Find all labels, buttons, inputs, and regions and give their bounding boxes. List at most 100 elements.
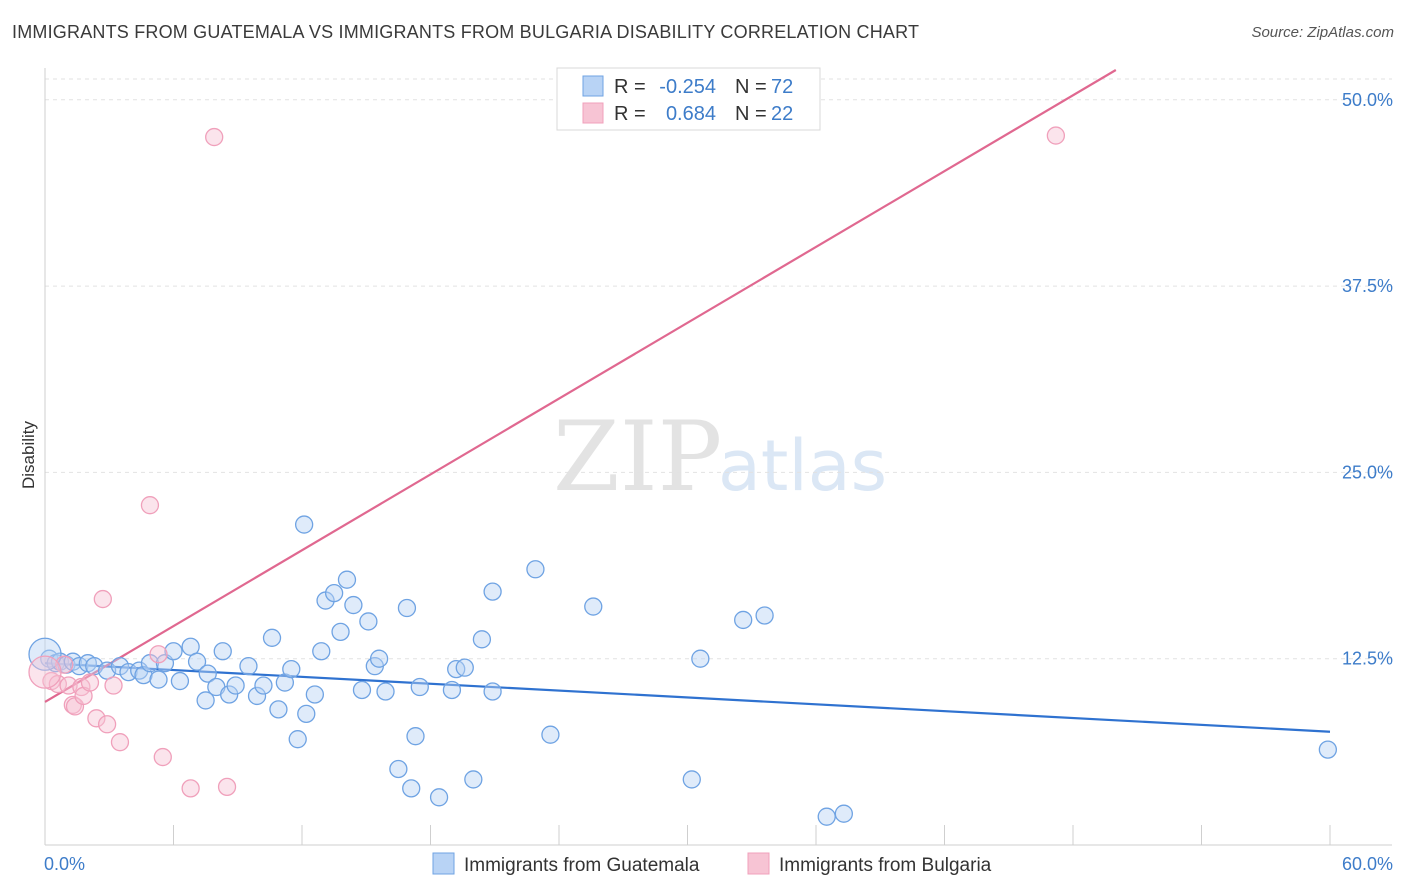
guatemala-point (288, 730, 307, 749)
bulgaria-point (149, 645, 168, 664)
tick-labels: 12.5% 25.0% 37.5% 50.0% 0.0% 60.0% (44, 90, 1393, 874)
legend-n-label: N = (735, 103, 767, 125)
guatemala-point (331, 622, 350, 642)
bulgaria-point (80, 673, 100, 692)
y-tick-label: 50.0% (1342, 90, 1393, 110)
guatemala-point (682, 770, 701, 789)
legend-n-value: 22 (771, 103, 793, 125)
legend-r-label: R = (614, 76, 646, 98)
guatemala-trendline (44, 662, 1331, 733)
guatemala-point (305, 685, 325, 704)
data-points (28, 126, 1338, 826)
guatemala-point (196, 691, 215, 710)
bulgaria-point (97, 715, 117, 734)
guatemala-point (369, 649, 389, 668)
guatemala-point (406, 727, 425, 746)
guatemala-point (239, 657, 258, 676)
guatemala-point (464, 770, 483, 789)
guatemala-point (262, 628, 282, 647)
guatemala-point (247, 686, 267, 706)
guatemala-point (337, 570, 357, 589)
bottom-legend-label-bulgaria: Immigrants from Bulgaria (779, 855, 992, 876)
guatemala-point (198, 664, 217, 683)
guatemala-point (483, 682, 502, 701)
guatemala-point (359, 612, 378, 631)
correlation-legend: R = -0.254 N = 72 R = 0.684 N = 22 (556, 67, 821, 131)
legend-r-value: -0.254 (659, 76, 716, 98)
legend-r-label: R = (614, 103, 646, 125)
guatemala-point (402, 779, 421, 798)
guatemala-point (397, 598, 417, 618)
axes (44, 68, 1392, 846)
guatemala-point (294, 515, 314, 534)
guatemala-point (429, 788, 449, 807)
legend-r-value: 0.684 (666, 103, 716, 125)
chart-title: IMMIGRANTS FROM GUATEMALA VS IMMIGRANTS … (12, 22, 920, 42)
bottom-legend-label-guatemala: Immigrants from Guatemala (464, 855, 700, 876)
guatemala-point (220, 685, 239, 704)
guatemala-point (1318, 740, 1338, 759)
guatemala-point (312, 642, 331, 661)
guatemala-point (324, 583, 344, 603)
bulgaria-point (217, 777, 237, 797)
guatemala-point (149, 670, 168, 689)
bottom-legend-swatch-guatemala (432, 852, 455, 875)
bulgaria-point (55, 655, 74, 674)
trendlines (44, 69, 1331, 733)
guatemala-point (269, 700, 288, 719)
guatemala-point (691, 649, 710, 668)
guatemala-point (170, 671, 190, 691)
guatemala-point (297, 704, 316, 723)
guatemala-point (376, 682, 395, 701)
bulgaria-point (153, 747, 172, 767)
guatemala-point (352, 680, 372, 700)
guatemala-point (410, 677, 429, 697)
bulgaria-point (140, 496, 160, 515)
guatemala-point (584, 597, 603, 616)
guatemala-point (254, 676, 273, 695)
watermark-zip: ZIP (553, 401, 722, 513)
legend-n-value: 72 (771, 76, 793, 98)
bottom-legend-swatch-bulgaria (747, 852, 770, 875)
guatemala-point (834, 804, 853, 823)
gridlines (45, 78, 1392, 660)
guatemala-point (213, 642, 232, 661)
series-legend: Immigrants from Guatemala Immigrants fro… (432, 852, 992, 876)
guatemala-point (734, 610, 753, 630)
bulgaria-point (1046, 126, 1066, 145)
bulgaria-trendline (44, 69, 1117, 703)
guatemala-point (526, 560, 545, 579)
bulgaria-point (110, 733, 130, 752)
guatemala-point (344, 595, 363, 615)
legend-swatch-guatemala (582, 75, 604, 97)
guatemala-point (455, 658, 474, 677)
guatemala-point (389, 759, 408, 779)
x-tick-label: 0.0% (44, 854, 85, 874)
bulgaria-point (104, 676, 123, 695)
watermark-atlas: atlas (718, 425, 887, 507)
guatemala-point (226, 676, 245, 695)
guatemala-point (817, 807, 836, 826)
x-tick-label: 60.0% (1342, 854, 1393, 874)
guatemala-point (442, 680, 462, 700)
chart-source: Source: ZipAtlas.com (1251, 24, 1394, 41)
bulgaria-point (93, 589, 112, 609)
y-tick-label: 12.5% (1342, 649, 1393, 669)
legend-n-label: N = (735, 76, 767, 98)
bulgaria-point (205, 127, 224, 147)
y-tick-label: 25.0% (1342, 462, 1393, 482)
bulgaria-point (28, 655, 62, 689)
guatemala-point (541, 725, 560, 744)
bulgaria-point (181, 779, 200, 798)
guatemala-point (28, 637, 62, 671)
guatemala-point (164, 642, 183, 661)
guatemala-point (483, 582, 502, 601)
guatemala-point (755, 606, 774, 625)
bulgaria-point (87, 709, 106, 728)
guatemala-point (472, 630, 492, 649)
legend-swatch-bulgaria (582, 102, 604, 124)
guatemala-point (282, 659, 301, 679)
guatemala-point (187, 652, 207, 671)
y-axis-title: Disability (19, 420, 38, 489)
